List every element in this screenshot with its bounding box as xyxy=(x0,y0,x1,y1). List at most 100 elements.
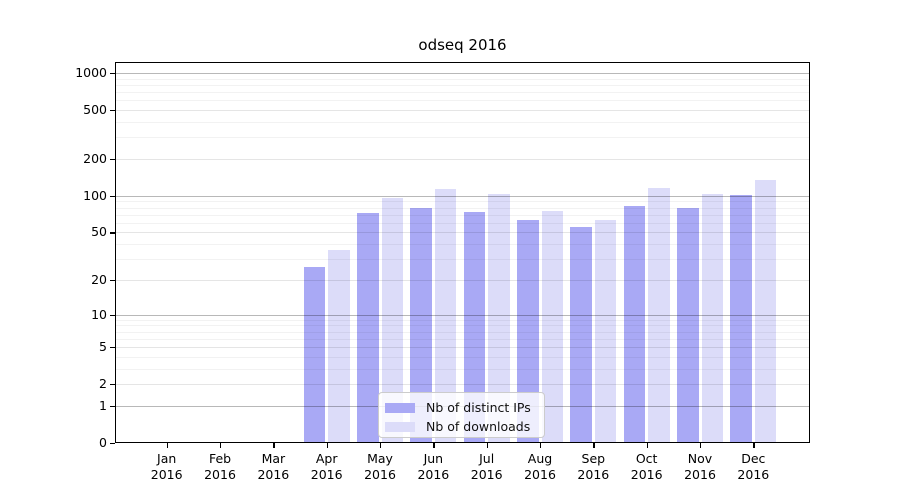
y-tick xyxy=(110,110,115,112)
y-tick-label: 5 xyxy=(99,339,107,355)
bar-downloads-aug xyxy=(541,211,563,443)
grid-line-minor xyxy=(115,100,810,102)
grid-line-minor xyxy=(115,356,810,358)
grid-line-minor xyxy=(115,368,810,370)
bar-downloads-oct xyxy=(648,187,670,443)
bar-downloads-may xyxy=(381,198,404,443)
grid-line-minor xyxy=(115,92,810,94)
x-tick-label: Dec 2016 xyxy=(737,451,770,482)
x-tick-label: Jan 2016 xyxy=(150,451,183,482)
x-tick-label: May 2016 xyxy=(364,451,396,482)
bar-distinct-ips-oct xyxy=(623,205,646,443)
y-tick-label: 100 xyxy=(83,187,107,203)
grid-line xyxy=(115,279,810,281)
bar-distinct-ips-may xyxy=(357,213,379,443)
legend-item-downloads: Nb of downloads xyxy=(385,418,536,435)
x-tick-label: Apr 2016 xyxy=(310,451,343,482)
x-tick xyxy=(433,443,435,448)
grid-line-minor xyxy=(115,201,810,203)
y-tick-label: 20 xyxy=(91,271,107,287)
legend-label-downloads: Nb of downloads xyxy=(426,419,531,434)
bar-downloads-jun xyxy=(434,188,457,443)
x-tick-label: Sep 2016 xyxy=(577,451,610,482)
grid-line-minor xyxy=(115,222,810,224)
x-tick-label: Jul 2016 xyxy=(470,451,503,482)
bar-distinct-ips-jun xyxy=(410,207,432,443)
x-tick-label: Oct 2016 xyxy=(630,451,663,482)
y-tick xyxy=(110,73,115,75)
grid-line-minor xyxy=(115,84,810,86)
grid-line-minor xyxy=(115,207,810,209)
legend-swatch-distinct-ips xyxy=(385,402,415,413)
grid-line-minor xyxy=(115,325,810,327)
bar-distinct-ips-aug xyxy=(517,220,539,443)
bar-distinct-ips-nov xyxy=(677,207,699,443)
grid-line-minor xyxy=(115,214,810,216)
x-tick-label: Nov 2016 xyxy=(684,451,716,482)
bar-distinct-ips-dec xyxy=(730,195,752,443)
y-tick-label: 500 xyxy=(83,102,107,118)
x-tick-label: Jun 2016 xyxy=(417,451,450,482)
x-tick-label: Feb 2016 xyxy=(204,451,236,482)
legend-label-distinct-ips: Nb of distinct IPs xyxy=(426,400,531,415)
legend-swatch-downloads xyxy=(385,421,415,432)
grid-line-minor xyxy=(115,338,810,340)
y-tick xyxy=(110,232,115,234)
bar-downloads-jul xyxy=(488,193,510,443)
y-tick xyxy=(110,195,115,198)
grid-line xyxy=(115,384,810,386)
x-tick-label: Aug 2016 xyxy=(524,451,556,482)
y-tick xyxy=(110,279,115,282)
grid-line xyxy=(115,159,810,161)
grid-line-minor xyxy=(115,122,810,124)
x-tick xyxy=(220,443,222,448)
bar-downloads-sep xyxy=(594,220,617,443)
legend: Nb of distinct IPs Nb of downloads xyxy=(378,392,545,438)
x-tick xyxy=(593,443,595,448)
y-tick-label: 1 xyxy=(99,397,107,413)
x-tick xyxy=(753,443,755,448)
grid-line-minor xyxy=(115,259,810,261)
y-tick xyxy=(110,384,115,386)
x-tick xyxy=(540,443,542,448)
bar-distinct-ips-jul xyxy=(463,211,486,443)
grid-line xyxy=(115,347,810,349)
x-tick-label: Mar 2016 xyxy=(257,451,290,482)
bar-downloads-dec xyxy=(754,180,777,443)
grid-line-major xyxy=(115,195,810,197)
bar-downloads-nov xyxy=(701,193,723,443)
y-tick xyxy=(110,314,115,316)
y-tick xyxy=(110,159,115,161)
grid-line xyxy=(115,110,810,112)
y-tick-label: 200 xyxy=(83,151,107,167)
y-tick-label: 0 xyxy=(99,435,107,450)
y-tick-label: 10 xyxy=(91,306,107,322)
x-tick xyxy=(166,443,168,448)
grid-line-minor xyxy=(115,331,810,333)
x-tick xyxy=(700,443,702,448)
x-tick xyxy=(380,443,382,448)
grid-line-minor xyxy=(115,319,810,321)
x-tick xyxy=(326,443,328,448)
bar-distinct-ips-apr xyxy=(303,266,326,443)
x-tick xyxy=(486,443,488,448)
grid-line-major xyxy=(115,314,810,316)
y-tick xyxy=(110,347,115,349)
grid-line-minor xyxy=(115,244,810,246)
x-tick xyxy=(646,443,648,448)
grid-line-major xyxy=(115,73,810,75)
grid-line xyxy=(115,232,810,234)
y-tick xyxy=(110,405,115,408)
y-tick xyxy=(110,443,115,445)
y-tick-label: 2 xyxy=(99,376,107,392)
grid-line-minor xyxy=(115,137,810,139)
legend-item-distinct-ips: Nb of distinct IPs xyxy=(385,399,536,416)
chart-title: odseq 2016 xyxy=(418,36,507,54)
x-tick xyxy=(273,443,275,448)
grid-line-minor xyxy=(115,78,810,80)
bar-downloads-apr xyxy=(328,249,350,443)
y-tick-label: 50 xyxy=(91,224,107,240)
y-tick-label: 1000 xyxy=(75,65,107,81)
bar-distinct-ips-sep xyxy=(570,227,592,443)
